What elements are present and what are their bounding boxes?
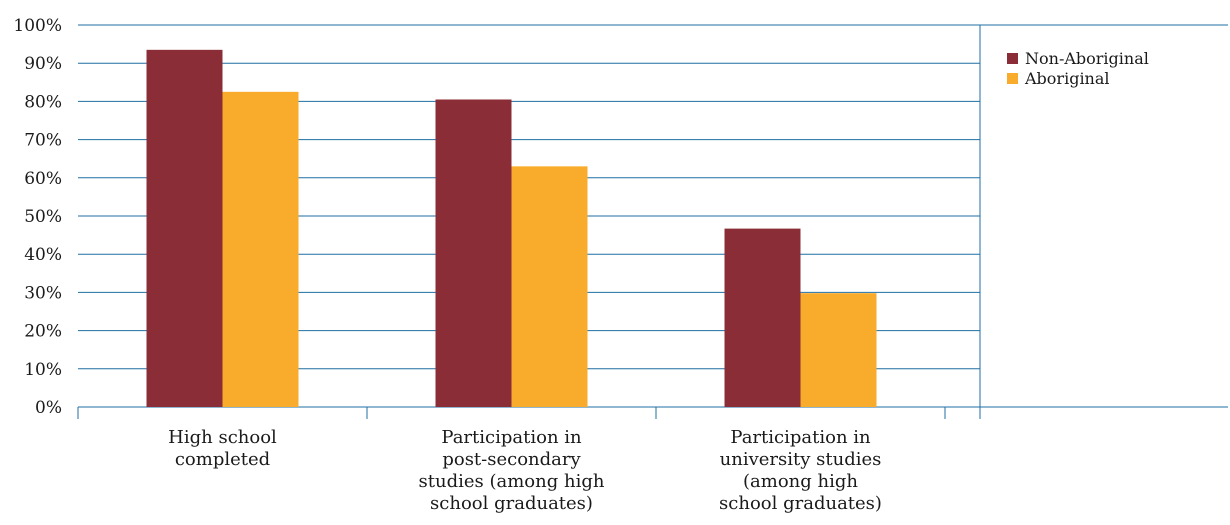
y-tick-label: 50% (24, 207, 62, 227)
bar-aboriginal (800, 293, 877, 407)
x-category-label: Participation in university studies (among… (719, 427, 882, 514)
y-tick-label: 80% (24, 92, 62, 112)
bar-aboriginal (511, 166, 588, 407)
y-tick-label: 60% (24, 169, 62, 189)
legend-swatch (1007, 53, 1018, 64)
y-axis-tick-labels: 0% 10% 20% 30% 40% 50% 60% 70% 80% 90% 100% (13, 16, 62, 418)
x-axis-category-labels: High school completed Participation in post… (168, 427, 882, 514)
y-tick-label: 0% (35, 398, 62, 418)
y-tick-label: 70% (24, 131, 62, 151)
legend-label: Non-Aboriginal (1025, 49, 1149, 68)
legend-label: Aboriginal (1024, 69, 1110, 88)
bar-aboriginal (222, 91, 299, 407)
x-category-label: Participation in post-secondary studies (a… (419, 427, 605, 514)
y-tick-label: 30% (24, 283, 62, 303)
y-tick-label: 40% (24, 245, 62, 265)
y-tick-label: 90% (24, 54, 62, 74)
x-category-label: High school completed (168, 427, 277, 470)
y-tick-label: 100% (13, 16, 62, 36)
bar-non-aboriginal (435, 99, 512, 408)
legend-swatch (1007, 73, 1018, 84)
bar-non-aboriginal (146, 49, 223, 408)
bar-non-aboriginal (724, 228, 801, 407)
y-tick-label: 20% (24, 322, 62, 342)
bars (146, 49, 877, 408)
y-tick-label: 10% (24, 360, 62, 380)
